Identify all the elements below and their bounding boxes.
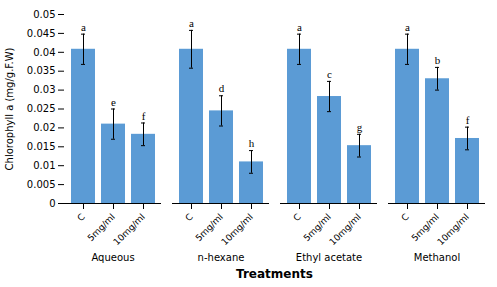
svg-text:C: C <box>399 212 411 224</box>
svg-text:f: f <box>466 114 470 126</box>
svg-text:b: b <box>435 54 441 66</box>
svg-text:5mg/ml: 5mg/ml <box>85 211 117 244</box>
svg-text:c: c <box>327 68 332 80</box>
svg-text:0.02: 0.02 <box>33 122 55 133</box>
svg-text:0.025: 0.025 <box>27 103 56 114</box>
svg-text:10mg/ml: 10mg/ml <box>327 212 363 248</box>
svg-text:0.05: 0.05 <box>33 9 55 20</box>
svg-text:Ethyl acetate: Ethyl acetate <box>296 252 362 263</box>
svg-text:0.04: 0.04 <box>33 47 55 58</box>
svg-text:5mg/ml: 5mg/ml <box>301 211 333 244</box>
svg-text:a: a <box>297 21 302 33</box>
svg-text:10mg/ml: 10mg/ml <box>111 212 147 248</box>
svg-text:0.005: 0.005 <box>27 179 56 190</box>
svg-text:e: e <box>111 96 116 108</box>
svg-text:0.015: 0.015 <box>27 141 56 152</box>
svg-text:a: a <box>189 17 194 29</box>
svg-text:Methanol: Methanol <box>414 252 460 263</box>
svg-text:5mg/ml: 5mg/ml <box>409 211 441 244</box>
svg-text:h: h <box>249 137 255 149</box>
svg-text:f: f <box>142 110 146 122</box>
svg-text:10mg/ml: 10mg/ml <box>435 212 471 248</box>
svg-text:n-hexane: n-hexane <box>198 252 245 263</box>
svg-text:Aqueous: Aqueous <box>91 252 134 263</box>
svg-text:Chlorophyll a (mg/g.F.W): Chlorophyll a (mg/g.F.W) <box>4 47 15 170</box>
svg-text:C: C <box>291 212 303 224</box>
html-text:Treatments: Treatments <box>236 267 313 281</box>
svg-text:a: a <box>81 21 86 33</box>
svg-text:d: d <box>219 82 225 94</box>
svg-text:0.03: 0.03 <box>33 84 55 95</box>
svg-text:0.01: 0.01 <box>33 160 55 171</box>
svg-text:C: C <box>183 212 195 224</box>
svg-text:0: 0 <box>49 198 55 209</box>
svg-text:5mg/ml: 5mg/ml <box>193 211 225 244</box>
svg-text:10mg/ml: 10mg/ml <box>219 212 255 248</box>
svg-text:a: a <box>405 21 410 33</box>
svg-text:C: C <box>75 212 87 224</box>
svg-text:0.045: 0.045 <box>27 28 56 39</box>
svg-text:g: g <box>357 121 363 133</box>
svg-text:0.035: 0.035 <box>27 65 56 76</box>
